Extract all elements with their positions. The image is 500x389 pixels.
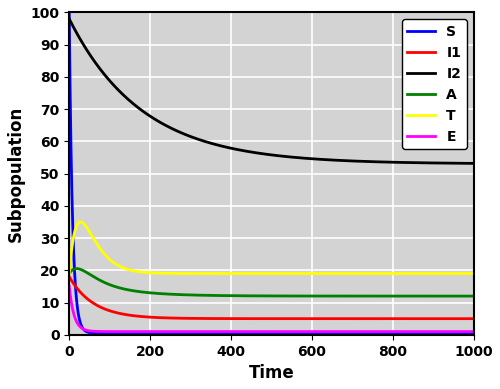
T [221,271,227,276]
A [330,294,336,298]
I1 [330,316,336,321]
A [221,293,227,298]
I2 [368,159,374,164]
T [66,271,72,276]
T [399,271,405,276]
Line: I1: I1 [69,277,473,319]
E [140,329,145,334]
I2 [330,158,336,162]
E [399,329,405,334]
I2 [399,160,405,165]
Line: A: A [69,268,473,296]
Y-axis label: Subpopulation: Subpopulation [7,105,25,242]
A [140,290,146,294]
S [202,331,208,335]
T [368,271,374,276]
E [470,329,476,334]
S [221,331,227,335]
Legend: S, I1, I2, A, T, E: S, I1, I2, A, T, E [402,19,467,149]
Line: E: E [69,286,473,331]
E [368,329,374,334]
T [309,271,315,276]
A [399,294,405,298]
I2 [221,144,227,149]
Line: T: T [69,222,473,273]
S [309,331,315,335]
I1 [399,316,405,321]
E [258,329,264,334]
T [470,271,476,276]
S [330,331,336,335]
I1 [66,274,72,279]
T [78,220,84,224]
S [470,331,476,335]
E [330,329,336,334]
A [66,271,72,276]
I2 [66,17,72,21]
E [221,329,227,334]
I1 [140,314,145,319]
T [140,270,146,275]
Line: I2: I2 [69,19,473,163]
I1 [221,316,227,321]
I2 [309,156,315,161]
S [368,331,374,335]
S [399,331,405,335]
S [66,10,72,15]
S [140,331,145,335]
I1 [368,316,374,321]
I2 [470,161,476,166]
A [470,294,476,298]
E [309,329,315,334]
E [66,284,72,289]
A [368,294,374,298]
I2 [140,109,145,114]
I1 [470,316,476,321]
A [309,294,315,298]
A [74,266,80,271]
T [330,271,336,276]
X-axis label: Time: Time [248,364,294,382]
Line: S: S [69,12,473,333]
I1 [309,316,315,321]
